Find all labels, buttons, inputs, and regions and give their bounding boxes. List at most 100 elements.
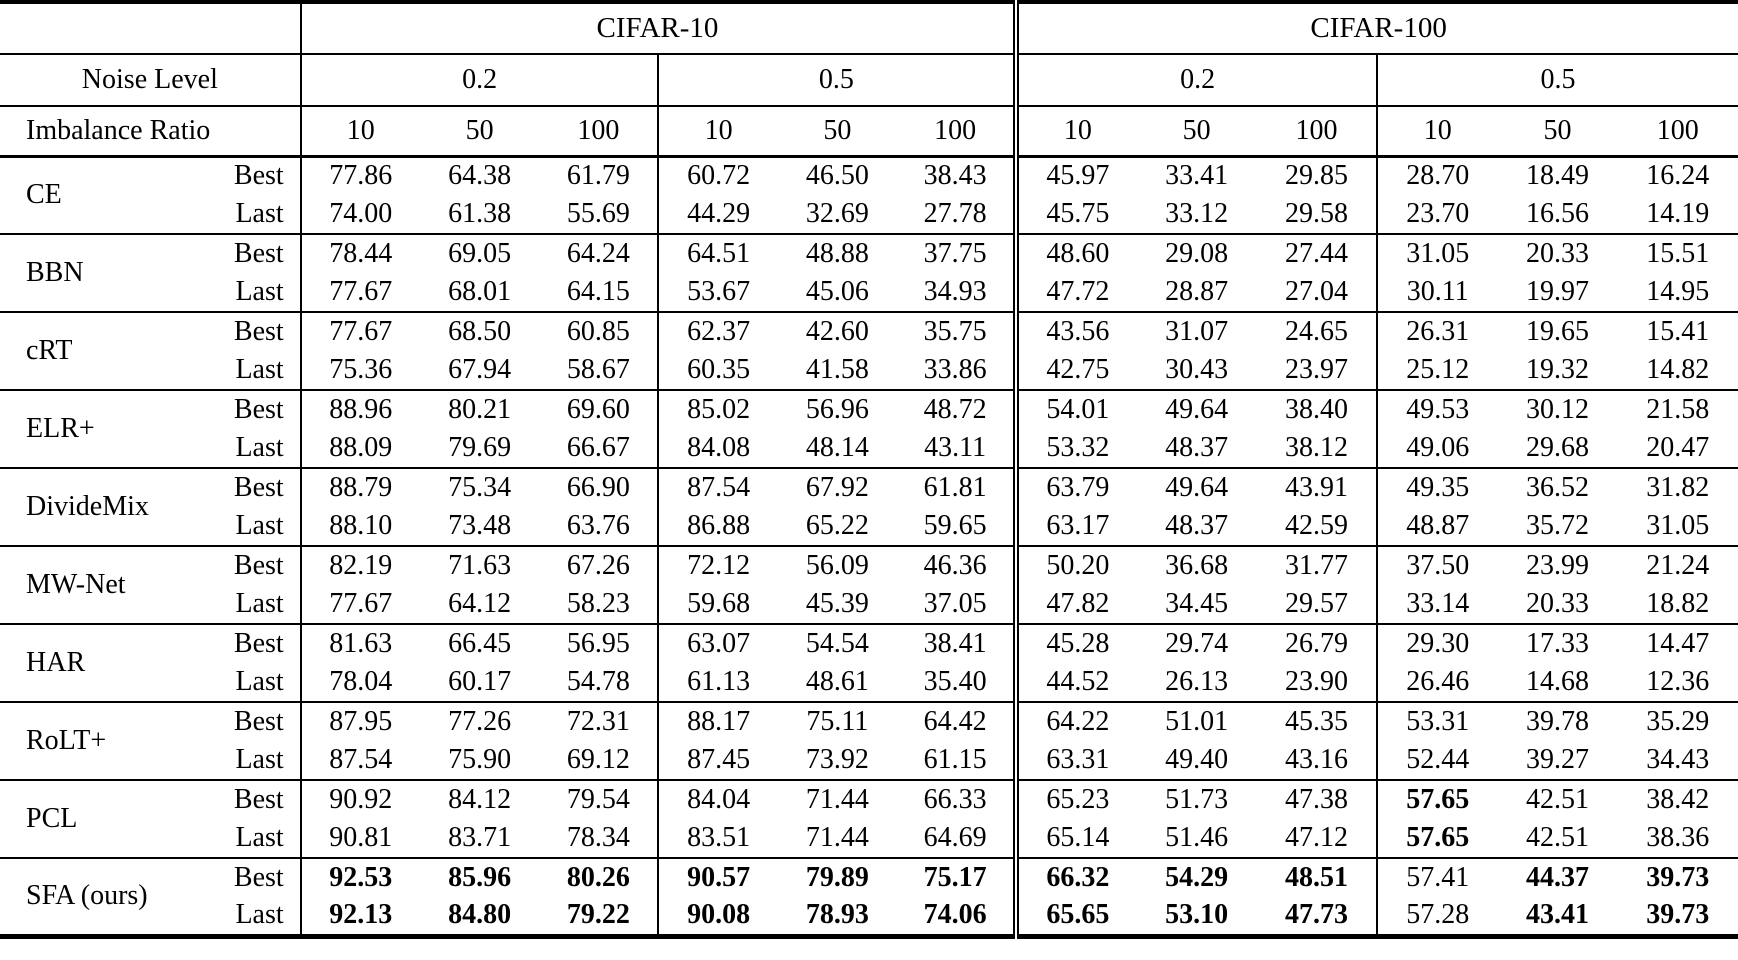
value-cell: 31.07 (1165, 316, 1229, 347)
value-cell: 75.11 (806, 706, 869, 737)
value-cell: 78.93 (805, 899, 869, 931)
value-cell: 39.27 (1525, 744, 1589, 775)
value-cell: 84.80 (448, 899, 512, 931)
value-cell: 79.54 (566, 784, 630, 815)
row-type-label: Last (235, 822, 284, 853)
value-cell: 15.51 (1646, 238, 1710, 269)
value-cell: 64.42 (923, 706, 987, 737)
value-cell: 49.64 (1165, 472, 1229, 503)
value-cell: 20.47 (1646, 432, 1710, 463)
value-cell: 24.65 (1284, 316, 1348, 347)
value-cell: 45.97 (1013, 156, 1137, 195)
value-cell: 69.60 (566, 394, 630, 425)
value-cell: 75.36 (299, 351, 420, 390)
value-cell: 38.41 (923, 628, 987, 659)
table-row: HAR Best 81.63 66.45 56.95 63.07 54.54 38.41 45.… (0, 624, 1738, 678)
value-cell: 33.41 (1165, 160, 1229, 192)
value-cell: 31.77 (1284, 550, 1348, 581)
value-cell: 29.08 (1165, 238, 1229, 269)
imbalance-ratio-value: 50 (823, 114, 852, 146)
value-cell: 72.31 (566, 706, 630, 737)
row-type-label: Best (233, 706, 284, 737)
table-row: Last 75.36 67.94 58.67 60.35 41.58 33.86 42.75 3… (0, 351, 1738, 390)
value-cell: 44.52 (1013, 663, 1137, 702)
value-cell: 42.59 (1284, 510, 1348, 541)
method-name: MW-Net (26, 569, 126, 600)
value-cell: 57.28 (1376, 897, 1498, 936)
value-cell: 66.45 (448, 628, 512, 659)
value-cell: 47.38 (1284, 784, 1348, 815)
value-cell: 12.36 (1646, 666, 1710, 697)
table-row: SFA (ours) Best 92.53 85.96 80.26 90.57 79.89 7… (0, 858, 1738, 911)
value-cell: 60.17 (448, 666, 512, 697)
value-cell: 71.63 (448, 550, 512, 581)
value-cell: 37.50 (1376, 546, 1498, 585)
value-cell: 23.99 (1525, 550, 1589, 581)
value-cell: 45.06 (805, 276, 869, 307)
method-name: CE (26, 179, 62, 211)
value-cell: 36.52 (1525, 472, 1589, 503)
imbalance-ratio-value: 100 (1295, 114, 1338, 146)
value-cell: 85.96 (448, 862, 512, 893)
value-cell: 84.08 (657, 429, 778, 468)
table-row: Last 77.67 68.01 64.15 53.67 45.06 34.93 47.72 2… (0, 273, 1738, 312)
value-cell: 14.82 (1646, 354, 1710, 385)
noise-level-value: 0.2 (1013, 54, 1378, 106)
value-cell: 68.50 (448, 316, 512, 347)
table-row: Last 88.10 73.48 63.76 86.88 65.22 59.65 63.17 4… (0, 507, 1738, 546)
value-cell: 90.81 (299, 819, 420, 858)
value-cell: 28.70 (1376, 156, 1498, 195)
value-cell: 39.73 (1646, 862, 1710, 893)
value-cell: 58.67 (566, 354, 630, 385)
row-type-label: Best (233, 784, 284, 815)
value-cell: 61.81 (923, 472, 987, 503)
value-cell: 28.87 (1165, 276, 1229, 307)
value-cell: 66.33 (923, 784, 987, 815)
value-cell: 45.35 (1284, 706, 1348, 737)
value-cell: 48.61 (805, 666, 869, 697)
value-cell: 18.82 (1646, 588, 1710, 619)
value-cell: 51.73 (1165, 784, 1229, 815)
value-cell: 61.15 (923, 744, 987, 775)
imbalance-ratio-value: 10 (1013, 106, 1137, 156)
row-type-label: Last (235, 432, 284, 463)
value-cell: 37.05 (923, 588, 987, 619)
value-cell: 54.78 (566, 666, 630, 697)
imbalance-ratio-value: 10 (299, 106, 420, 156)
value-cell: 26.46 (1376, 663, 1498, 702)
value-cell: 38.40 (1284, 394, 1348, 425)
value-cell: 49.35 (1376, 468, 1498, 507)
method-name: PCL (26, 803, 78, 834)
value-cell: 26.31 (1376, 312, 1498, 351)
table-row: ELR+ Best 88.96 80.21 69.60 85.02 56.96 48.72 54… (0, 390, 1738, 444)
value-cell: 50.20 (1013, 546, 1137, 585)
table-row: BBN Best 78.44 69.05 64.24 64.51 48.88 37.75 48.… (0, 234, 1738, 288)
method-name: cRT (26, 335, 73, 366)
value-cell: 67.94 (448, 354, 512, 385)
value-cell: 64.12 (448, 588, 512, 619)
value-cell: 79.69 (448, 432, 512, 463)
value-cell: 15.41 (1646, 316, 1710, 347)
row-type-label: Last (235, 666, 284, 697)
value-cell: 92.13 (299, 897, 420, 936)
value-cell: 63.76 (566, 510, 630, 541)
value-cell: 48.37 (1165, 432, 1229, 463)
value-cell: 38.42 (1646, 784, 1710, 815)
table-row: Last 88.09 79.69 66.67 84.08 48.14 43.11 53.32 4… (0, 429, 1738, 468)
value-cell: 35.72 (1525, 510, 1589, 541)
table-row: DivideMix Best 88.79 75.34 66.90 87.54 67.92 61… (0, 468, 1738, 522)
value-cell: 27.78 (923, 198, 987, 229)
noise-level-value: 0.5 (657, 54, 1017, 106)
value-cell: 57.65 (1376, 780, 1498, 819)
value-cell: 87.54 (657, 468, 778, 507)
value-cell: 53.10 (1165, 899, 1229, 931)
value-cell: 75.17 (923, 862, 987, 893)
dataset-header-cifar100: CIFAR-100 (1013, 2, 1738, 54)
value-cell: 36.68 (1165, 550, 1229, 581)
value-cell: 73.48 (448, 510, 512, 541)
value-cell: 77.67 (299, 585, 420, 624)
row-type-label: Last (235, 354, 284, 385)
value-cell: 64.69 (923, 822, 987, 853)
table-row: Last 74.00 61.38 55.69 44.29 32.69 27.78 45.75 3… (0, 195, 1738, 234)
value-cell: 54.01 (1013, 390, 1137, 429)
